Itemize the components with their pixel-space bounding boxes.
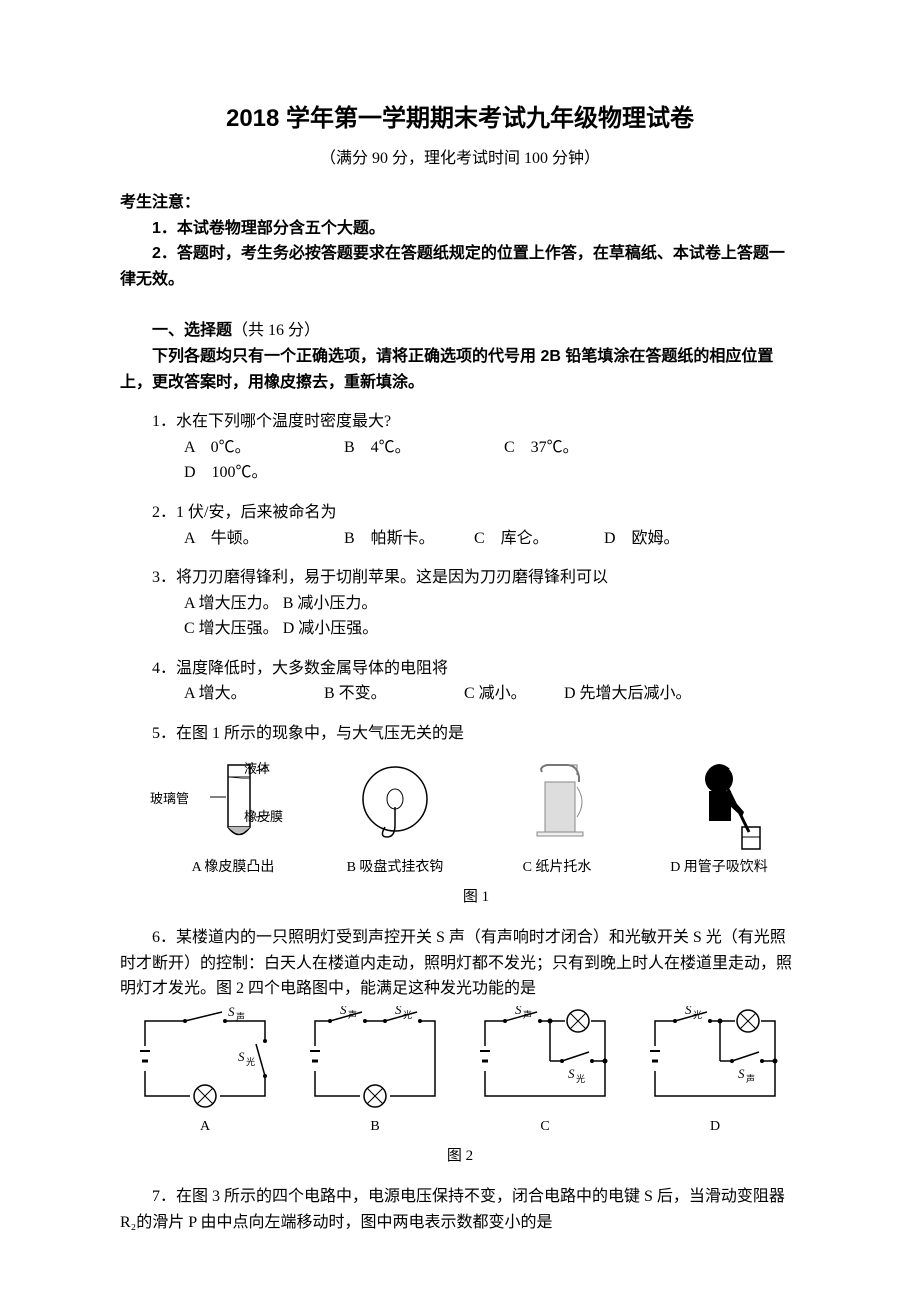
svg-text:S: S <box>685 1006 692 1017</box>
svg-text:光: 光 <box>693 1009 702 1020</box>
q2-opt-c: C 库仑。 <box>474 526 594 552</box>
exam-title: 2018 学年第一学期期末考试九年级物理试卷 <box>120 100 800 138</box>
fig1-b-caption: B 吸盘式挂衣钩 <box>314 857 476 879</box>
question-1: 1．水在下列哪个温度时密度最大? A 0℃。 B 4℃。 C 37℃。 D 10… <box>152 409 800 486</box>
fig2-d-label: D <box>630 1116 800 1138</box>
fig1-c: C 纸片托水 <box>476 757 638 879</box>
fig1-d: D 用管子吸饮料 <box>638 757 800 879</box>
svg-text:声: 声 <box>523 1009 532 1020</box>
svg-text:S: S <box>238 1049 245 1064</box>
q4-opt-d: D 先增大后减小。 <box>564 681 714 707</box>
section-1-header: 一、选择题（共 16 分） <box>120 318 800 344</box>
q3-stem: 3．将刀刃磨得锋利，易于切削苹果。这是因为刀刃磨得锋利可以 <box>152 565 800 591</box>
q3-opt-c: C 增大压强。 <box>184 620 279 637</box>
q4-options: A 增大。 B 不变。 C 减小。 D 先增大后减小。 <box>184 681 800 707</box>
question-2: 2．1 伏/安，后来被命名为 A 牛顿。 B 帕斯卡。 C 库仑。 D 欧姆。 <box>152 500 800 551</box>
q2-stem: 2．1 伏/安，后来被命名为 <box>152 500 800 526</box>
q2-opt-b: B 帕斯卡。 <box>344 526 464 552</box>
svg-text:S: S <box>515 1006 522 1017</box>
figure-2-row: S声 S光 A <box>120 1006 800 1138</box>
question-7: 7．在图 3 所示的四个电路中，电源电压保持不变，闭合电路中的电键 S 后，当滑… <box>120 1184 800 1235</box>
fig2-a-label: A <box>120 1116 290 1138</box>
exam-page: 2018 学年第一学期期末考试九年级物理试卷 （满分 90 分，理化考试时间 1… <box>0 0 920 1295</box>
svg-text:声: 声 <box>236 1011 245 1022</box>
svg-text:声: 声 <box>348 1009 357 1020</box>
q1-stem: 1．水在下列哪个温度时密度最大? <box>152 409 800 435</box>
figure-1-label: 图 1 <box>152 885 800 909</box>
fig2-a: S声 S光 A <box>120 1006 290 1138</box>
fig2-d-svg: S光 S声 <box>640 1006 790 1116</box>
q7-text: 7．在图 3 所示的四个电路中，电源电压保持不变，闭合电路中的电键 S 后，当滑… <box>120 1188 785 1231</box>
fig1-c-svg <box>507 757 607 857</box>
svg-text:光: 光 <box>576 1073 585 1084</box>
q2-opt-a: A 牛顿。 <box>184 526 334 552</box>
q4-opt-b: B 不变。 <box>324 681 454 707</box>
q3-opt-a: A 增大压力。 <box>184 595 279 612</box>
fig2-a-svg: S声 S光 <box>130 1006 280 1116</box>
q3-options: A 增大压力。 B 减小压力。 C 增大压强。 D 减小压强。 <box>184 591 800 642</box>
fig1-d-caption: D 用管子吸饮料 <box>638 857 800 879</box>
q3-opt-b: B 减小压力。 <box>283 595 378 612</box>
svg-text:S: S <box>395 1006 402 1017</box>
fig1-c-caption: C 纸片托水 <box>476 857 638 879</box>
question-3: 3．将刀刃磨得锋利，易于切削苹果。这是因为刀刃磨得锋利可以 A 增大压力。 B … <box>152 565 800 642</box>
q6-text: 6．某楼道内的一只照明灯受到声控开关 S 声（有声响时才闭合）和光敏开关 S 光… <box>120 929 792 997</box>
label-liquid: 液体 <box>244 759 270 780</box>
fig1-a: 玻璃管 液体 橡皮膜 A 橡皮膜凸出 <box>152 757 314 879</box>
fig2-b: S声 S光 B <box>290 1006 460 1138</box>
q4-opt-c: C 减小。 <box>464 681 554 707</box>
svg-text:声: 声 <box>746 1073 755 1084</box>
figure-2-label: 图 2 <box>120 1144 800 1168</box>
notice-1: 1．本试卷物理部分含五个大题。 <box>120 216 800 242</box>
q4-opt-a: A 增大。 <box>184 681 314 707</box>
q1-opt-c: C 37℃。 <box>504 435 654 461</box>
fig1-a-caption: A 橡皮膜凸出 <box>152 857 314 879</box>
q1-opt-a: A 0℃。 <box>184 435 334 461</box>
q3-opt-d: D 减小压强。 <box>283 620 379 637</box>
fig2-c-svg: S声 S光 <box>470 1006 620 1116</box>
section-1-instructions: 下列各题均只有一个正确选项，请将正确选项的代号用 2B 铅笔填涂在答题纸的相应位… <box>120 344 800 395</box>
notice-heading: 考生注意： <box>120 190 800 216</box>
q4-stem: 4．温度降低时，大多数金属导体的电阻将 <box>152 656 800 682</box>
exam-subtitle: （满分 90 分，理化考试时间 100 分钟） <box>120 146 800 172</box>
fig1-b-svg <box>345 757 445 857</box>
fig2-d: S光 S声 D <box>630 1006 800 1138</box>
label-membrane: 橡皮膜 <box>244 807 283 828</box>
svg-text:S: S <box>568 1066 575 1081</box>
notice-2: 2．答题时，考生务必按答题要求在答题纸规定的位置上作答，在草稿纸、本试卷上答题一… <box>120 241 800 292</box>
q1-opt-d: D 100℃。 <box>184 460 334 486</box>
fig2-b-label: B <box>290 1116 460 1138</box>
q2-options: A 牛顿。 B 帕斯卡。 C 库仑。 D 欧姆。 <box>184 526 800 552</box>
q1-options: A 0℃。 B 4℃。 C 37℃。 D 100℃。 <box>184 435 800 486</box>
svg-text:S: S <box>738 1066 745 1081</box>
q2-opt-d: D 欧姆。 <box>604 526 754 552</box>
section-1-title: 一、选择题 <box>152 322 232 339</box>
svg-text:S: S <box>340 1006 347 1017</box>
fig2-b-svg: S声 S光 <box>300 1006 450 1116</box>
figure-1-row: 玻璃管 液体 橡皮膜 A 橡皮膜凸出 B 吸盘式挂衣钩 <box>152 757 800 879</box>
svg-text:光: 光 <box>403 1009 412 1020</box>
fig2-c-label: C <box>460 1116 630 1138</box>
question-4: 4．温度降低时，大多数金属导体的电阻将 A 增大。 B 不变。 C 减小。 D … <box>152 656 800 707</box>
q5-stem: 5．在图 1 所示的现象中，与大气压无关的是 <box>152 721 800 747</box>
question-6: 6．某楼道内的一只照明灯受到声控开关 S 声（有声响时才闭合）和光敏开关 S 光… <box>120 925 800 1002</box>
fig1-b: B 吸盘式挂衣钩 <box>314 757 476 879</box>
q1-opt-b: B 4℃。 <box>344 435 494 461</box>
question-5: 5．在图 1 所示的现象中，与大气压无关的是 玻璃管 液体 橡皮膜 A 橡皮膜凸… <box>152 721 800 909</box>
svg-text:S: S <box>228 1006 235 1019</box>
label-glass: 玻璃管 <box>150 789 189 810</box>
svg-text:光: 光 <box>246 1056 255 1067</box>
fig1-d-svg <box>664 757 774 857</box>
fig2-c: S声 S光 C <box>460 1006 630 1138</box>
section-1-points: （共 16 分） <box>232 322 320 339</box>
